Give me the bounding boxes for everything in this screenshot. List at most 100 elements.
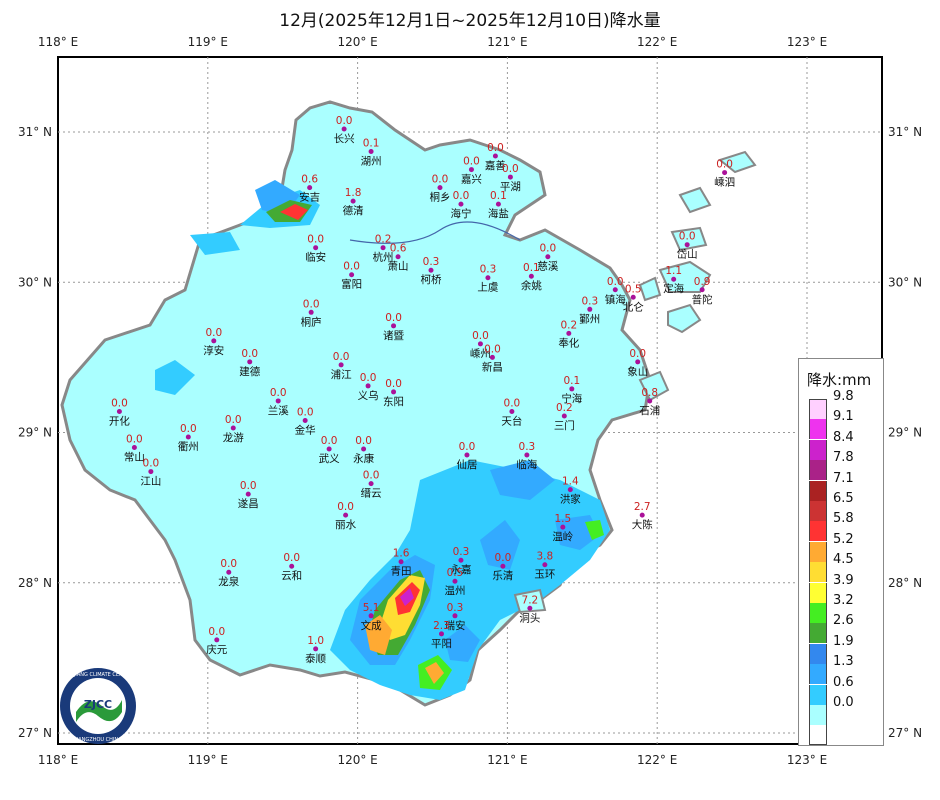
- station-dot: [437, 185, 443, 191]
- station-name: 天台: [501, 414, 522, 427]
- station-name: 泰顺: [305, 652, 326, 665]
- lat-tick-label: 28° N: [888, 576, 922, 590]
- station-value: 0.0: [303, 298, 320, 310]
- station-name: 北仑: [623, 300, 644, 313]
- station-name: 文成: [361, 619, 382, 632]
- station-name: 温岭: [552, 530, 573, 543]
- station-name: 云和: [281, 570, 302, 582]
- station-name: 兰溪: [268, 404, 289, 417]
- station-dot: [489, 354, 495, 360]
- legend-swatch: [809, 684, 827, 705]
- legend-label: 8.4: [833, 429, 854, 445]
- station-marker: 0.0 海宁: [450, 190, 471, 220]
- station-value: 0.0: [337, 501, 354, 513]
- station-name: 常山: [124, 451, 145, 464]
- station-value: 0.3: [423, 256, 440, 268]
- legend-row: 7.1: [809, 471, 881, 501]
- station-dot: [722, 170, 728, 176]
- station-marker: 0.0 富阳: [341, 261, 362, 291]
- station-marker: 0.6 萧山: [388, 243, 409, 273]
- rain-areas: [155, 180, 610, 700]
- station-dot: [477, 341, 483, 347]
- svg-text:ZJCC: ZJCC: [84, 698, 112, 711]
- station-marker: 0.0 常山: [124, 434, 145, 464]
- station-name: 衢州: [178, 441, 199, 453]
- station-value: 0.0: [607, 276, 624, 288]
- station-name: 青田: [391, 565, 412, 578]
- station-name: 三门: [554, 419, 575, 432]
- station-dot: [343, 512, 349, 518]
- legend-row: 4.5: [809, 552, 881, 583]
- legend-row: 3.2: [809, 593, 881, 623]
- station-dot: [545, 254, 551, 260]
- lon-tick-label: 120° E: [337, 35, 377, 49]
- legend-label: 7.1: [833, 470, 854, 486]
- station-marker: 2.7 大陈: [632, 501, 653, 531]
- station-value: 0.0: [363, 470, 380, 482]
- station-marker: 0.0 淳安: [203, 327, 224, 357]
- station-value: 0.0: [453, 190, 470, 202]
- station-dot: [380, 245, 386, 251]
- station-dot: [566, 330, 572, 336]
- station-value: 0.0: [225, 414, 242, 426]
- station-name: 武义: [319, 452, 340, 465]
- station-dot: [509, 408, 515, 414]
- station-dot: [561, 413, 567, 419]
- station-dot: [567, 487, 573, 493]
- station-name: 奉化: [558, 336, 579, 349]
- legend-label: 6.5: [833, 491, 854, 506]
- legend-label: 2.6: [833, 613, 854, 629]
- station-value: 0.0: [385, 378, 402, 390]
- legend-swatch: [809, 643, 827, 664]
- station-marker: 0.6 安吉: [299, 174, 320, 204]
- station-marker: 0.0 江山: [140, 458, 161, 488]
- lat-tick-label: 27° N: [888, 726, 922, 740]
- station-name: 嘉兴: [461, 173, 482, 186]
- station-value: 0.0: [432, 174, 449, 186]
- station-value: 1.6: [393, 548, 410, 560]
- station-name: 江山: [140, 476, 161, 488]
- station-marker: 0.2 三门: [554, 402, 575, 432]
- station-marker: 0.0 东阳: [383, 378, 404, 408]
- station-name: 象山: [627, 366, 648, 378]
- station-dot: [635, 359, 641, 365]
- station-marker: 0.0 兰溪: [268, 387, 289, 417]
- station-marker: 5.1 文成: [361, 602, 382, 632]
- station-value: 0.0: [487, 142, 504, 154]
- station-value: 0.0: [539, 243, 556, 255]
- lon-tick-label: 121° E: [487, 35, 527, 49]
- station-dot: [452, 578, 458, 584]
- station-dot: [131, 445, 137, 451]
- station-value: 0.5: [447, 567, 464, 579]
- station-value: 0.6: [301, 174, 318, 186]
- legend-swatch: [809, 439, 827, 460]
- station-name: 遂昌: [238, 497, 259, 510]
- lon-tick-label: 122° E: [637, 35, 677, 49]
- station-marker: 0.9 普陀: [692, 276, 713, 306]
- station-name: 石浦: [639, 404, 660, 417]
- station-name: 海宁: [450, 207, 471, 220]
- station-dot: [699, 287, 705, 293]
- station-value: 0.0: [716, 159, 733, 171]
- station-marker: 0.0 长兴: [334, 115, 355, 145]
- station-name: 龙泉: [218, 575, 239, 588]
- station-value: 0.3: [453, 546, 470, 558]
- legend-row: 9.8: [809, 389, 881, 419]
- station-name: 缙云: [361, 487, 382, 500]
- station-marker: 0.0 永康: [353, 435, 374, 465]
- legend-label: 7.8: [833, 450, 854, 466]
- station-name: 柯桥: [421, 273, 442, 286]
- legend-swatch: [809, 603, 827, 623]
- station-marker: 0.0 龙泉: [218, 558, 239, 588]
- station-value: 2.7: [634, 501, 651, 513]
- station-value: 0.0: [502, 163, 519, 175]
- station-value: 0.8: [641, 387, 658, 399]
- station-marker: 0.0 金华: [295, 406, 316, 436]
- legend-row: [809, 725, 881, 746]
- station-dot: [313, 245, 319, 251]
- station-dot: [338, 362, 344, 368]
- station-dot: [684, 242, 690, 248]
- station-value: 0.3: [581, 295, 598, 307]
- station-marker: 0.0 慈溪: [537, 243, 558, 273]
- legend-label: 5.8: [833, 511, 854, 527]
